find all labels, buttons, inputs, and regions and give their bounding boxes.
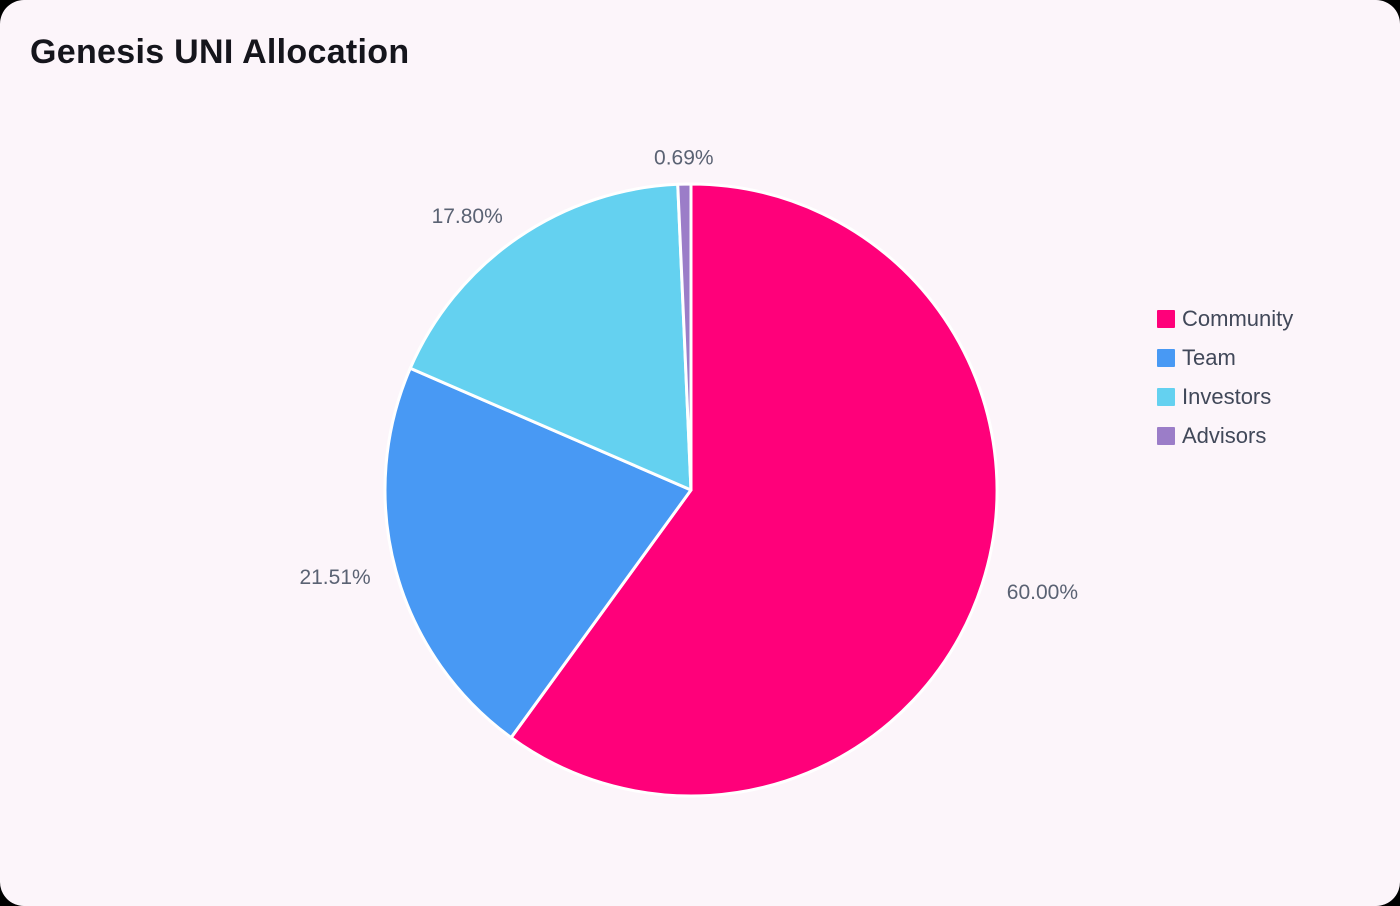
legend-swatch-icon bbox=[1157, 309, 1175, 328]
chart-title: Genesis UNI Allocation bbox=[30, 33, 410, 71]
slice-percent-label-investors: 17.80% bbox=[432, 205, 503, 228]
pie-slice-team[interactable] bbox=[383, 366, 693, 740]
legend-label-investors: Investors bbox=[1182, 383, 1272, 409]
legend: Community Team Investors Advisors bbox=[1157, 305, 1294, 448]
pie-slice-advisors[interactable] bbox=[676, 182, 693, 492]
legend-swatch-icon bbox=[1157, 348, 1175, 367]
legend-item-community[interactable]: Community bbox=[1157, 305, 1294, 331]
slice-percent-label-community: 60.00% bbox=[1007, 581, 1078, 604]
legend-item-investors[interactable]: Investors bbox=[1157, 383, 1293, 409]
legend-item-advisors[interactable]: Advisors bbox=[1157, 422, 1293, 448]
slice-percent-label-advisors: 0.69% bbox=[654, 147, 714, 170]
legend-swatch-icon bbox=[1157, 426, 1175, 445]
legend-swatch-icon bbox=[1157, 387, 1175, 406]
legend-label-community: Community bbox=[1182, 305, 1294, 331]
legend-label-advisors: Advisors bbox=[1182, 422, 1267, 448]
slice-percent-label-team: 21.51% bbox=[299, 566, 370, 589]
pie-slice-investors[interactable] bbox=[408, 182, 693, 492]
legend-item-team[interactable]: Team bbox=[1157, 344, 1293, 370]
legend-label-team: Team bbox=[1182, 344, 1236, 370]
pie-slice-community[interactable] bbox=[509, 182, 999, 798]
